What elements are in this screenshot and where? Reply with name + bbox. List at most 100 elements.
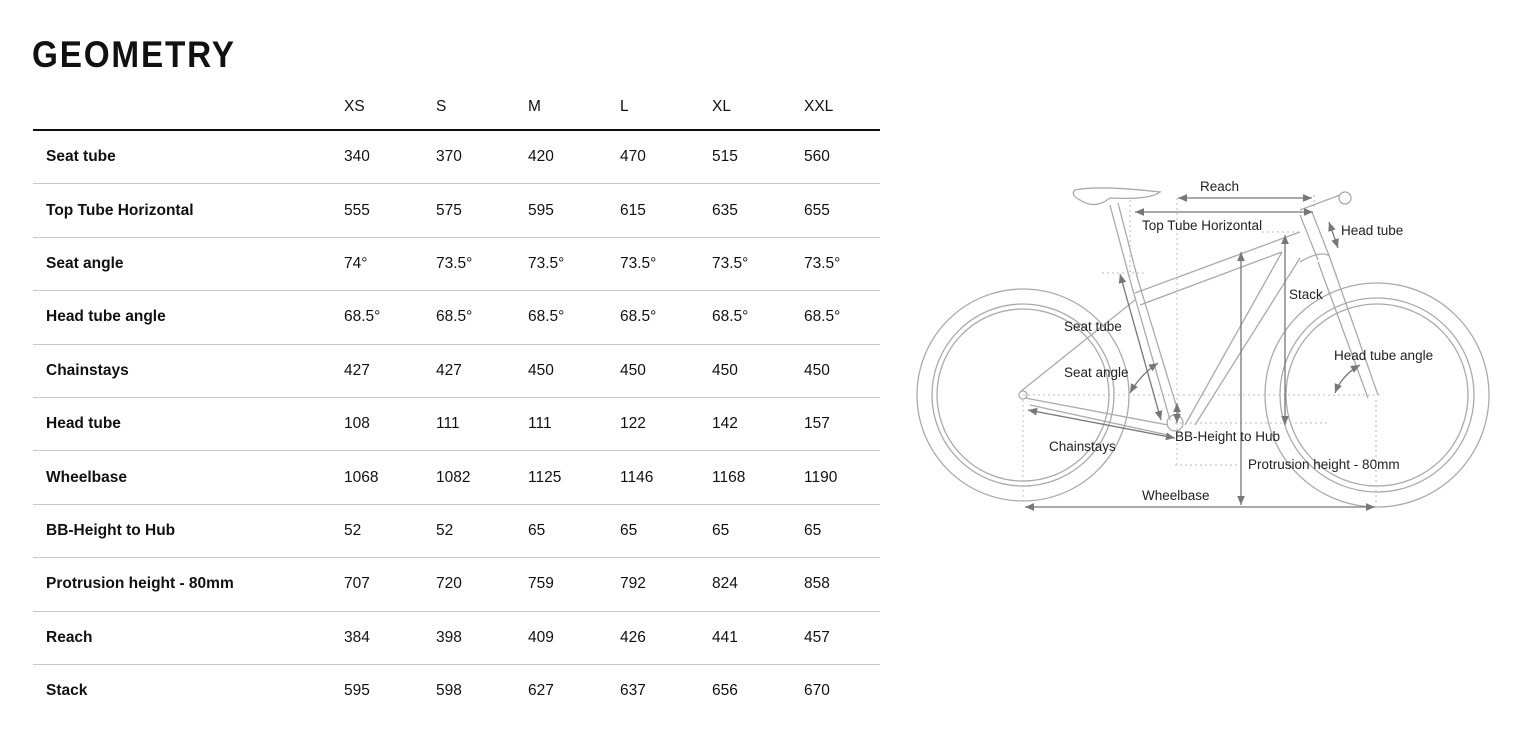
saddle bbox=[1072, 187, 1162, 206]
label-head-tube-angle: Head tube angle bbox=[1334, 348, 1433, 363]
seat-tube-arrow bbox=[1118, 273, 1163, 421]
row-label: Chainstays bbox=[33, 344, 344, 398]
cell-value: 68.5° bbox=[344, 290, 436, 345]
table-row: Top Tube Horizontal 555 575 595 615 635 655 bbox=[33, 183, 880, 238]
cell-value: 111 bbox=[436, 397, 528, 452]
cell-value: 598 bbox=[436, 682, 462, 700]
cell-value: 1082 bbox=[436, 450, 528, 505]
cell-value: 65 bbox=[804, 504, 880, 559]
cell-value: 68.5° bbox=[620, 290, 712, 345]
label-head-tube: Head tube bbox=[1341, 223, 1403, 238]
label-seat-tube: Seat tube bbox=[1064, 319, 1122, 334]
cell-value: 65 bbox=[712, 504, 804, 559]
table-row: Wheelbase 1068 1082 1125 1146 1168 1190 bbox=[33, 450, 880, 505]
table-row: Reach 384 398 409 426 441 457 bbox=[33, 611, 880, 665]
size-header: M bbox=[528, 84, 620, 131]
cell-value: 370 bbox=[436, 130, 528, 185]
cell-value: 457 bbox=[804, 611, 880, 665]
cell-value: 1146 bbox=[620, 450, 712, 505]
cell-value: 73.5° bbox=[804, 237, 880, 292]
cell-value: 1068 bbox=[344, 450, 436, 505]
top-tube bbox=[1134, 231, 1301, 306]
cell-value: 555 bbox=[344, 183, 436, 238]
cell-value: 73.5° bbox=[620, 237, 712, 292]
cell-value: 1190 bbox=[804, 450, 880, 505]
cell-value: 759 bbox=[528, 557, 620, 612]
page-title: GEOMETRY bbox=[32, 34, 236, 75]
cell-value: 1125 bbox=[528, 450, 620, 505]
cell-value: 427 bbox=[436, 344, 528, 398]
row-label: Head tube angle bbox=[33, 290, 344, 345]
label-bb-height: BB-Height to Hub bbox=[1175, 429, 1280, 444]
cell-value: 65 bbox=[620, 504, 712, 559]
cell-value: 74° bbox=[344, 237, 436, 292]
cell-value: 398 bbox=[436, 611, 528, 665]
cell-value: 73.5° bbox=[436, 237, 528, 292]
table-row: Head tube angle 68.5° 68.5° 68.5° 68.5° 68.5°… bbox=[33, 290, 880, 345]
row-label: Protrusion height - 80mm bbox=[33, 557, 344, 612]
cell-value: 68.5° bbox=[804, 290, 880, 345]
seat-stay bbox=[1019, 299, 1136, 393]
row-label: Seat tube bbox=[33, 130, 344, 185]
cell-value: 111 bbox=[528, 397, 620, 452]
cell-value: 858 bbox=[804, 557, 880, 612]
cell-value: 427 bbox=[344, 344, 436, 398]
cell-value: 340 bbox=[344, 130, 436, 185]
cell-value: 792 bbox=[620, 557, 712, 612]
row-label: Head tube bbox=[33, 397, 344, 452]
size-header: XS bbox=[344, 84, 436, 131]
header-blank bbox=[33, 84, 344, 131]
table-row: Head tube 108 111 111 122 142 157 bbox=[33, 397, 880, 452]
label-seat-angle: Seat angle bbox=[1064, 365, 1129, 380]
fork bbox=[1299, 253, 1379, 399]
cell-value: 470 bbox=[620, 130, 712, 185]
table-row: Seat tube 340 370 420 470 515 560 bbox=[33, 130, 880, 185]
cell-value: 707 bbox=[344, 557, 436, 612]
label-wheelbase: Wheelbase bbox=[1142, 488, 1210, 503]
down-tube bbox=[1184, 251, 1301, 426]
cell-value: 52 bbox=[436, 504, 528, 559]
seat-angle-arrow bbox=[1129, 362, 1159, 394]
cell-value: 656 bbox=[712, 682, 738, 700]
cell-value: 670 bbox=[804, 682, 830, 700]
label-top-tube: Top Tube Horizontal bbox=[1142, 218, 1262, 233]
cell-value: 450 bbox=[528, 344, 620, 398]
table-row: Stack 595 598 627 637 656 670 bbox=[33, 664, 880, 717]
cell-value: 824 bbox=[712, 557, 804, 612]
cell-value: 450 bbox=[620, 344, 712, 398]
head-tube-arrow bbox=[1328, 221, 1339, 249]
table-row: Chainstays 427 427 450 450 450 450 bbox=[33, 344, 880, 398]
size-header: XXL bbox=[804, 84, 880, 131]
cell-value: 122 bbox=[620, 397, 712, 452]
size-header: L bbox=[620, 84, 712, 131]
cell-value: 157 bbox=[804, 397, 880, 452]
cell-value: 627 bbox=[528, 682, 554, 700]
cell-value: 409 bbox=[528, 611, 620, 665]
cell-value: 560 bbox=[804, 130, 880, 185]
cell-value: 637 bbox=[620, 682, 646, 700]
head-tube bbox=[1299, 211, 1331, 261]
row-label: BB-Height to Hub bbox=[33, 504, 344, 559]
row-label: Top Tube Horizontal bbox=[33, 183, 344, 238]
cell-value: 108 bbox=[344, 397, 436, 452]
geometry-table: XS S M L XL XXL Seat tube 340 370 420 470 515… bbox=[33, 84, 880, 717]
cell-value: 720 bbox=[436, 557, 528, 612]
dimension-arrows bbox=[1025, 194, 1375, 511]
cell-value: 68.5° bbox=[528, 290, 620, 345]
size-header: XL bbox=[712, 84, 804, 131]
cell-value: 420 bbox=[528, 130, 620, 185]
chainstays-arrow bbox=[1027, 407, 1176, 441]
cell-value: 65 bbox=[528, 504, 620, 559]
stem bbox=[1299, 194, 1341, 211]
cell-value: 575 bbox=[436, 183, 528, 238]
chain-stay bbox=[1024, 397, 1169, 436]
row-label: Seat angle bbox=[33, 237, 344, 292]
table-row: Protrusion height - 80mm 707 720 759 792 824 8… bbox=[33, 557, 880, 612]
head-tube-angle-arrow bbox=[1334, 364, 1361, 394]
cell-value: 52 bbox=[344, 504, 436, 559]
label-stack: Stack bbox=[1289, 287, 1323, 302]
cell-value: 655 bbox=[804, 183, 880, 238]
cell-value: 68.5° bbox=[436, 290, 528, 345]
cell-value: 441 bbox=[712, 611, 804, 665]
